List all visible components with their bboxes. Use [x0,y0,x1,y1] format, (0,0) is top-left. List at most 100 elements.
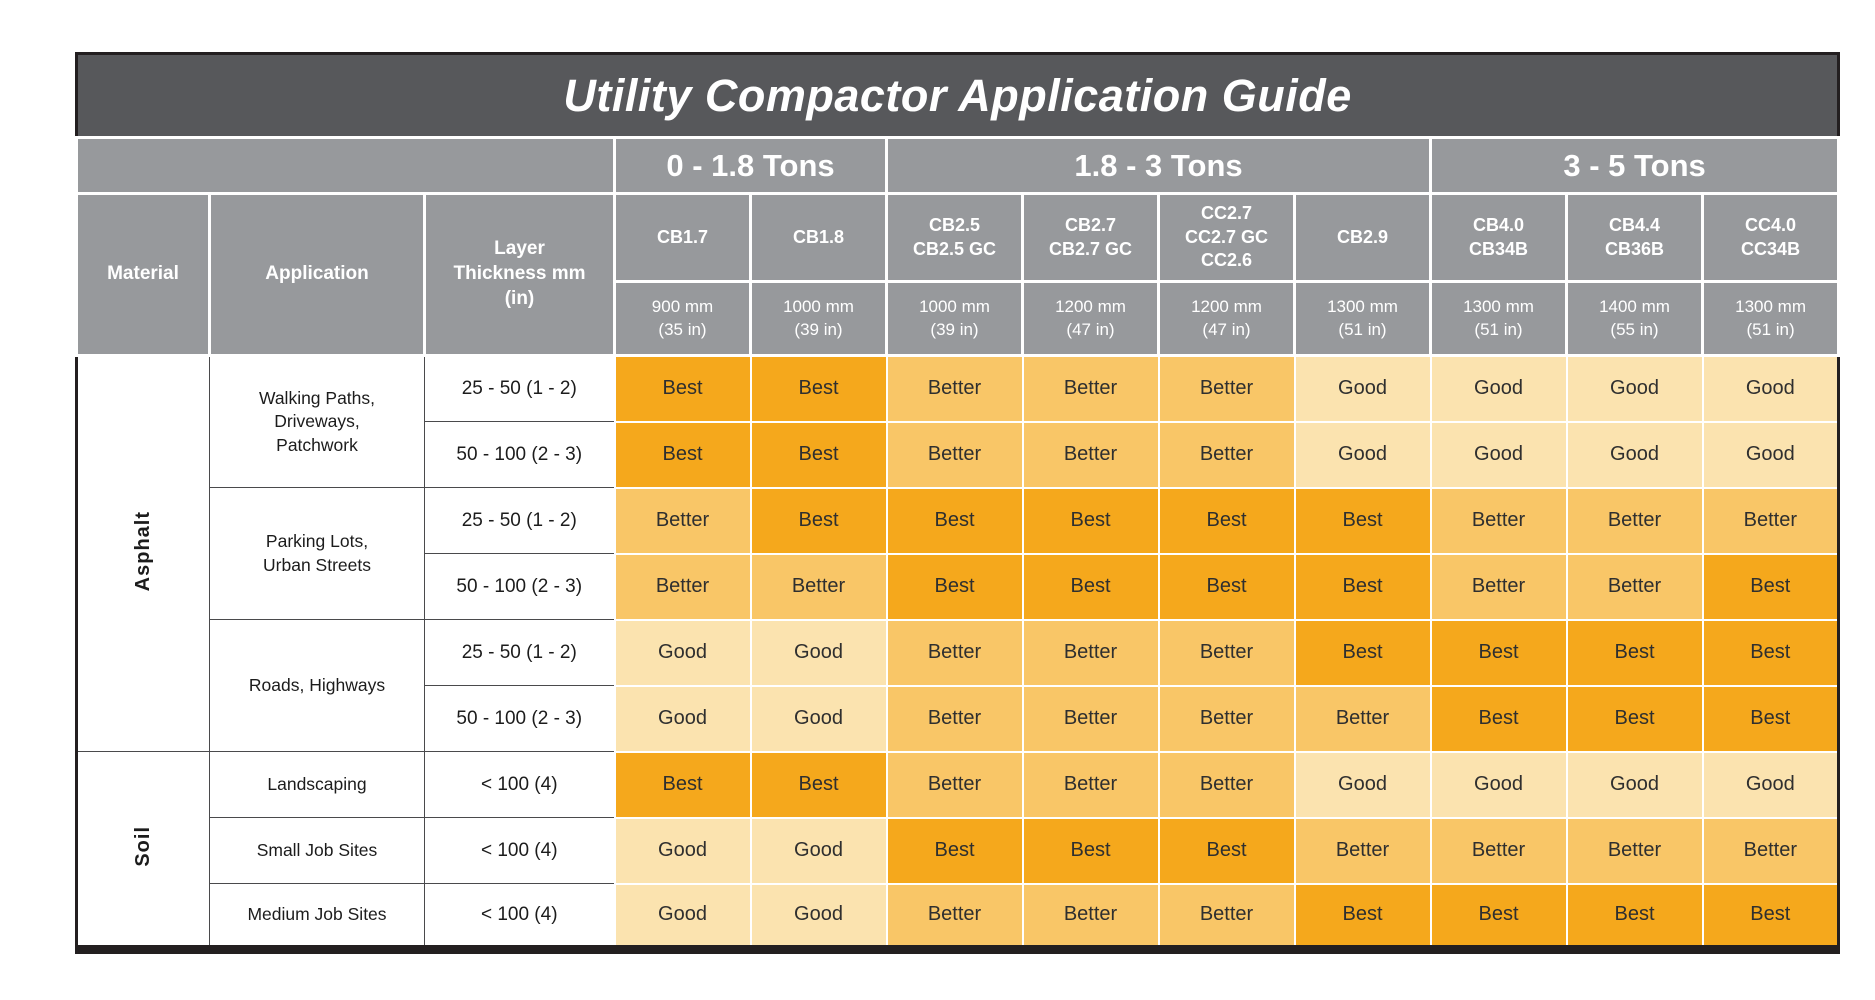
rating-cell: Better [885,684,1024,753]
drum-width-header: 1200 mm (47 in) [1157,280,1296,357]
rating-cell: Good [749,618,888,687]
drum-width-line: 1200 mm [1191,297,1262,317]
rating-cell: Better [1157,882,1296,951]
rating-cell: Good [1565,354,1704,423]
drum-width-line: (47 in) [1202,319,1251,339]
tonnage-group-header: 1.8 - 3 Tons [885,136,1432,195]
rating-cell: Best [1701,552,1840,621]
corner-blank-cell [75,136,616,195]
rating-cell: Best [1293,882,1432,951]
model-header: CB2.9 [1293,192,1432,283]
table-row: Small Job Sites < 100 (4) Good Good Best Best… [77,816,1840,885]
rating-cell: Good [1701,354,1840,423]
rating-cell: Best [613,354,752,423]
rating-cell: Best [1021,552,1160,621]
rating-cell: Best [1701,684,1840,753]
model-name-line: CC2.7 GC [1184,226,1269,247]
drum-width-line: (51 in) [1338,319,1387,339]
drum-width-header: 1200 mm (47 in) [1021,280,1160,357]
application-cell: Roads, Highways [209,619,425,752]
layer-thickness-cell: 25 - 50 (1 - 2) [424,619,615,686]
drum-width-header: 1400 mm (55 in) [1565,280,1704,357]
layer-thickness-cell: 25 - 50 (1 - 2) [424,487,615,554]
rating-cell: Better [1021,750,1160,819]
rating-cell: Good [1429,354,1568,423]
layer-thickness-column-header: Layer Thickness mm (in) [423,192,616,357]
layer-thickness-header-line: Layer [494,238,545,260]
rating-cell: Good [1293,420,1432,489]
drum-width-header: 1300 mm (51 in) [1700,280,1841,357]
rating-cell: Best [1157,486,1296,555]
drum-width-header: 900 mm (35 in) [613,280,752,357]
rating-cell: Good [749,816,888,885]
rating-cell: Better [1565,816,1704,885]
rating-cell: Better [1157,684,1296,753]
rating-cell: Good [613,882,752,951]
table-row: Roads, Highways 25 - 50 (1 - 2) Good Good Be… [77,618,1840,752]
model-header: CB4.0 CB34B [1429,192,1568,283]
rating-cell: Good [613,816,752,885]
rating-cell: Best [1565,618,1704,687]
application-cell: Parking Lots, Urban Streets [209,487,425,620]
rating-cell: Best [1021,816,1160,885]
rating-cell: Better [613,486,752,555]
rating-cell: Good [1293,354,1432,423]
rating-cell: Best [749,420,888,489]
drum-width-line: 1000 mm [783,297,854,317]
rating-cell: Best [1429,618,1568,687]
layer-thickness-cell: 50 - 100 (2 - 3) [424,685,615,752]
material-column-header: Material [75,192,211,357]
rating-cell: Better [1021,420,1160,489]
material-cell: Asphalt [76,355,210,752]
model-name-line: CB2.5 [928,215,981,236]
drum-width-line: 1000 mm [919,297,990,317]
material-label: Asphalt [132,511,154,592]
rating-cell: Good [1429,420,1568,489]
drum-width-line: 1200 mm [1055,297,1126,317]
rating-cell: Good [1565,420,1704,489]
rating-cell: Best [1157,816,1296,885]
rating-cell: Good [1701,750,1840,819]
rating-cell: Best [1293,552,1432,621]
model-name-line: CC2.6 [1200,250,1253,271]
rating-cell: Better [1565,486,1704,555]
rating-cell: Better [1701,486,1840,555]
rating-cell: Good [613,618,752,687]
drum-width-line: (39 in) [794,319,843,339]
rating-cell: Better [885,354,1024,423]
rating-cell: Best [1429,684,1568,753]
model-name-line: CB4.4 [1608,215,1661,236]
rating-cell: Best [613,420,752,489]
application-cell: Medium Job Sites [209,883,425,950]
material-label: Soil [132,825,154,867]
table-row: Parking Lots, Urban Streets 25 - 50 (1 - … [77,486,1840,620]
drum-width-line: (39 in) [930,319,979,339]
rating-cell: Best [1429,882,1568,951]
model-name-line: CB36B [1604,238,1665,259]
rating-cell: Best [885,552,1024,621]
table-row: 50 - 100 (2 - 3) Best Best Better Better Bett… [77,420,1840,489]
drum-width-line: 1400 mm [1599,297,1670,317]
rating-cell: Best [1293,486,1432,555]
drum-width-header: 1000 mm (39 in) [749,280,888,357]
layer-thickness-cell: < 100 (4) [424,751,615,818]
drum-width-line: 900 mm [651,297,714,317]
layer-thickness-cell: < 100 (4) [424,883,615,950]
model-header: CC2.7 CC2.7 GC CC2.6 [1157,192,1296,283]
rating-cell: Best [749,354,888,423]
rating-cell: Better [885,420,1024,489]
rating-cell: Best [749,486,888,555]
rating-cell: Good [1565,750,1704,819]
model-name-line: CC4.0 [1745,215,1797,236]
layer-thickness-header-line: Thickness mm [453,263,586,285]
rating-cell: Good [1293,750,1432,819]
table-row: Soil Landscaping < 100 (4) Best Best Better Be… [76,750,1840,950]
rating-cell: Better [1293,684,1432,753]
compactor-application-guide: Utility Compactor Application Guide 0 - 1… [75,52,1841,954]
drum-width-line: (51 in) [1474,319,1523,339]
rating-cell: Best [749,750,888,819]
model-name-line: CB2.7 GC [1048,238,1133,259]
drum-width-line: (47 in) [1066,319,1115,339]
rating-cell: Better [749,552,888,621]
drum-width-line: (55 in) [1610,319,1659,339]
